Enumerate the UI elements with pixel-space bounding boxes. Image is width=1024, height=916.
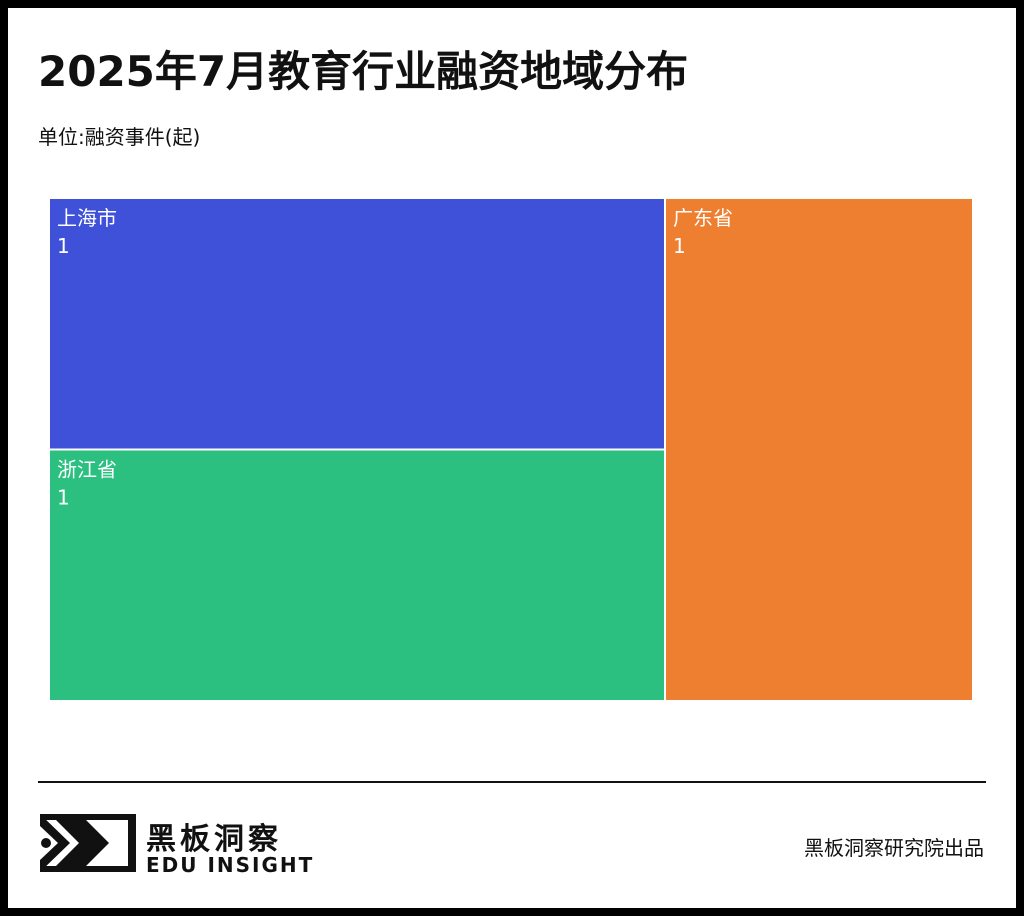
treemap-cell-shanghai: 上海市 1 [50,199,664,449]
footer-divider [38,781,986,783]
chart-card: 2025年7月教育行业融资地域分布 单位:融资事件(起) 上海市 1 浙江省 1 广东省… [8,8,1016,908]
treemap-value-guangdong: 1 [673,234,686,258]
edu-insight-logo-icon [40,814,136,872]
treemap-rect-guangdong [666,199,972,700]
chart-title: 2025年7月教育行业融资地域分布 [38,47,689,96]
brand-name-en: EDU INSIGHT [146,853,315,877]
brand-name-cn: 黑板洞察 [146,822,282,857]
source-credit: 黑板洞察研究院出品 [804,836,984,860]
treemap-rect-zhejiang [50,450,664,700]
treemap-label-zhejiang: 浙江省 [57,458,117,482]
treemap-value-zhejiang: 1 [57,486,70,510]
treemap-label-guangdong: 广东省 [673,206,733,230]
treemap-cell-guangdong: 广东省 1 [666,199,972,700]
treemap-label-shanghai: 上海市 [57,206,117,230]
treemap-chart: 上海市 1 浙江省 1 广东省 1 [50,199,972,700]
treemap-rect-shanghai [50,199,664,449]
treemap-value-shanghai: 1 [57,234,70,258]
chart-unit-label: 单位:融资事件(起) [38,125,201,149]
treemap-cell-zhejiang: 浙江省 1 [50,450,664,700]
